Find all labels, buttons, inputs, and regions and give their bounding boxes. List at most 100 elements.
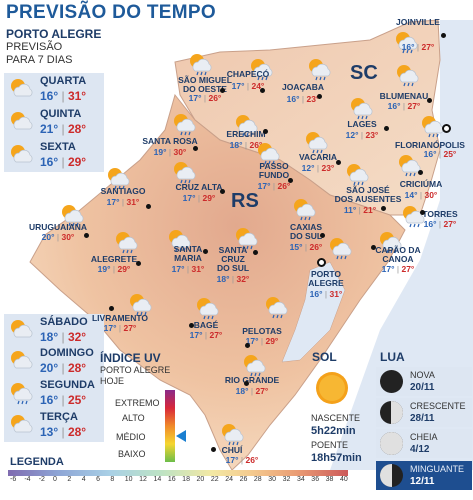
temp-separator: |	[244, 81, 252, 91]
temp-separator: |	[202, 330, 210, 340]
city-joinville-name: JOINVILLE	[396, 17, 440, 27]
sun-cloud-rain-icon	[302, 130, 330, 154]
legend-color-bar	[8, 470, 348, 476]
sun-cloud-rain-icon	[170, 112, 198, 136]
city-criciuma-name: CRICIÚMA	[399, 179, 443, 189]
legend-tick: 2	[67, 476, 72, 483]
city-blumenau-min: 16°	[387, 101, 401, 111]
uv-level-extremo: EXTREMO	[115, 398, 160, 408]
city-cruz-alta-max: 29°	[202, 193, 216, 203]
city-santa-rosa-temps: 19° | 30°	[154, 148, 187, 157]
temp-separator: |	[248, 386, 256, 396]
legend-title: LEGENDA	[10, 456, 64, 468]
forecast-day-name: DOMINGO	[40, 347, 94, 359]
sun-cloud-rain-icon	[399, 204, 427, 228]
legend-tick: 26	[239, 476, 248, 483]
legend-tick: 28	[253, 476, 262, 483]
temp-separator: |	[242, 140, 250, 150]
sun-icon	[316, 372, 348, 404]
forecast-day-name: SEGUNDA	[40, 379, 96, 391]
temp-separator: |	[322, 289, 330, 299]
city-santa-maria-max: 31°	[191, 264, 205, 274]
city-joinville-temps: 16° | 27°	[402, 43, 435, 52]
temp-separator: |	[166, 147, 174, 157]
city-sao-jose-dos-ausentes-min: 11°	[343, 205, 357, 215]
forecast-day-max: 28°	[67, 425, 87, 439]
forecast-day-temps: 21° | 28°	[40, 122, 86, 136]
city-passo-fundo-min: 17°	[257, 181, 271, 191]
forecast-day-name: QUARTA	[40, 75, 87, 87]
city-santa-cruz-do-sul-temps: 18° | 32°	[217, 275, 250, 284]
city-santiago-max: 31°	[126, 197, 140, 207]
uv-level-alto: ALTO	[122, 413, 145, 423]
temp-separator: |	[314, 163, 322, 173]
city-alegrete-marker	[136, 261, 141, 266]
city-porto-alegre-temps: 16° | 31°	[310, 290, 343, 299]
city-sao-jose-dos-ausentes-temps: 11° | 21°	[344, 206, 376, 215]
forecast-day: DOMINGO 20° | 28°	[4, 345, 104, 378]
moon-cheia-icon	[380, 432, 403, 455]
city-cruz-alta-temps: 17° | 29°	[183, 194, 216, 203]
forecast-day-min: 13°	[40, 425, 59, 439]
temp-separator: |	[270, 181, 278, 191]
moon-lit-part	[380, 464, 392, 487]
uv-marker-icon	[176, 430, 186, 442]
sun-cloud-rain-icon	[262, 295, 290, 319]
sun-title: SOL	[312, 350, 337, 364]
moon-phase-name: CRESCENTE	[410, 401, 466, 411]
legend-tick: 34	[296, 476, 305, 483]
legend-tick: 16	[167, 476, 176, 483]
moon-title: LUA	[380, 350, 405, 364]
city-chapeco-temps: 17° | 24°	[232, 82, 265, 91]
sun-cloud-rain-icon	[418, 114, 446, 138]
temp-separator: |	[58, 393, 68, 407]
sun-cloud-rain-icon	[305, 57, 333, 81]
city-sao-miguel-do-oeste-max: 26°	[208, 93, 222, 103]
city-torres-temps: 16° | 27°	[424, 220, 457, 229]
temp-separator: |	[299, 94, 307, 104]
temp-separator: |	[58, 361, 68, 375]
forecast-subtitle-2: PARA 7 DIAS	[6, 54, 73, 66]
sun-cloud-rain-icon	[347, 96, 375, 120]
city-chapeco-max: 24°	[251, 81, 265, 91]
legend-tick: -2	[38, 476, 45, 483]
temp-separator: |	[110, 264, 118, 274]
sun-cloud-rain-icon	[392, 30, 420, 54]
sun-cloud-icon	[7, 110, 35, 134]
temp-separator: |	[358, 130, 366, 140]
city-santa-cruz-do-sul-name: SANTA CRUZ DO SUL	[216, 245, 250, 273]
sun-cloud-rain-icon	[232, 113, 260, 137]
city-passo-fundo-marker	[288, 178, 293, 183]
city-uruguaiana-temps: 20° | 30°	[42, 233, 75, 242]
temp-separator: |	[116, 323, 124, 333]
city-santa-cruz-do-sul-min: 18°	[216, 274, 230, 284]
uv-subtitle-2: HOJE	[100, 376, 125, 386]
sun-cloud-rain-icon	[376, 230, 404, 254]
city-vacaria-min: 12°	[301, 163, 315, 173]
city-santiago-name: SANTIAGO	[100, 186, 146, 196]
city-santa-maria-name: SANTA MARIA	[173, 244, 203, 263]
city-chui-temps: 17° | 26°	[226, 456, 259, 465]
city-santa-rosa-marker	[193, 146, 198, 151]
legend-tick: 14	[153, 476, 162, 483]
city-santa-cruz-do-sul-marker	[253, 250, 258, 255]
sun-cloud-rain-icon	[186, 52, 214, 76]
city-sao-jose-dos-ausentes-marker	[381, 206, 386, 211]
city-bage-max: 27°	[209, 330, 223, 340]
city-erechim-marker	[263, 129, 268, 134]
city-uruguaiana-marker	[84, 233, 89, 238]
uv-title: ÍNDICE UV	[100, 351, 161, 365]
city-chapeco-marker	[260, 88, 265, 93]
city-livramento-min: 17°	[103, 323, 117, 333]
sun-cloud-icon	[7, 77, 35, 101]
moon-lit-part	[380, 432, 403, 455]
city-criciuma-marker	[418, 170, 423, 175]
forecast-day-name: TERÇA	[40, 411, 78, 423]
city-joinville-max: 27°	[421, 42, 435, 52]
temp-separator: |	[417, 190, 425, 200]
forecast-day-name: QUINTA	[40, 108, 82, 120]
moon-nova-icon	[380, 370, 403, 393]
temp-separator: |	[119, 197, 127, 207]
legend-tick: 30	[268, 476, 277, 483]
temp-separator: |	[400, 101, 408, 111]
